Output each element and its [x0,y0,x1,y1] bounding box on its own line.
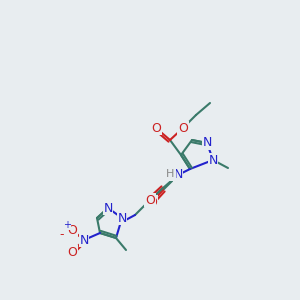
Text: O: O [147,196,157,208]
Text: +: + [63,220,71,230]
Text: H: H [167,170,175,180]
Text: O: O [145,194,155,206]
Text: N: N [79,233,89,247]
Text: O: O [178,122,188,134]
Text: H: H [166,169,174,179]
Text: N: N [173,169,183,182]
Text: N: N [117,212,127,224]
Text: N: N [103,202,113,214]
Text: -: - [60,229,64,242]
Text: O: O [151,122,161,134]
Text: N: N [208,154,218,166]
Text: O: O [67,224,77,236]
Text: N: N [202,136,212,149]
Text: O: O [67,245,77,259]
